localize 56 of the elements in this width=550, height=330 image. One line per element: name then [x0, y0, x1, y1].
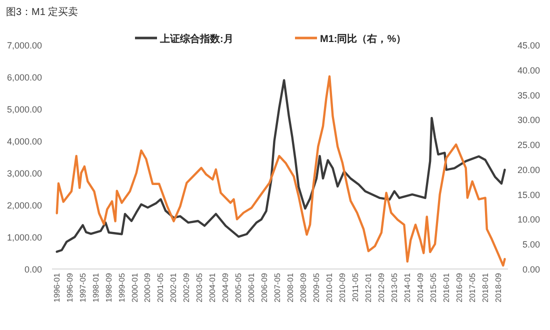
- x-tick: 1996-01: [52, 273, 62, 302]
- x-tick: 2004-01: [208, 273, 218, 302]
- y2-tick: 40.00: [517, 65, 540, 76]
- x-tick: 2004-09: [221, 273, 230, 302]
- x-tick: 2008-09: [299, 273, 308, 302]
- y2-tick: 20.00: [517, 164, 540, 175]
- x-tick: 2018-09: [494, 273, 503, 302]
- legend-label: M1:同比（右，%）: [320, 34, 406, 45]
- y2-tick: 25.00: [517, 140, 540, 150]
- x-tick: 2014-01: [402, 273, 412, 302]
- x-tick: 2013-05: [390, 273, 399, 302]
- legend-label: 上证综合指数:月: [160, 34, 234, 45]
- y-tick: 4,000.00: [6, 136, 42, 146]
- y2-tick: 35.00: [517, 90, 540, 100]
- x-tick: 2001-05: [156, 273, 166, 302]
- x-tick: 2011-05: [350, 273, 360, 302]
- x-tick: 2000-01: [130, 273, 140, 302]
- x-tick: 2014-09: [416, 273, 425, 302]
- y2-tick: 30.00: [517, 115, 540, 126]
- x-tick: 2010-01: [325, 273, 334, 302]
- x-tick: 1996-09: [65, 273, 74, 302]
- y-tick: 6,000.00: [6, 72, 42, 82]
- y-tick: 1,000.00: [6, 232, 42, 242]
- x-tick: 2010-09: [338, 273, 347, 302]
- y-tick: 7,000.00: [6, 40, 42, 50]
- y2-tick: 45.00: [517, 40, 540, 50]
- x-tick: 2018-01: [480, 273, 490, 302]
- y2-tick: 15.00: [517, 190, 540, 200]
- x-tick: 1999-05: [117, 273, 126, 302]
- x-tick: 2008-01: [286, 273, 296, 302]
- x-tick: 2012-09: [376, 273, 386, 302]
- x-tick: 2009-05: [312, 273, 321, 302]
- y-tick: 0.00: [24, 264, 42, 274]
- x-tick: 2012-01: [364, 273, 373, 302]
- x-tick: 2006-09: [260, 273, 270, 302]
- x-tick: 1997-05: [78, 273, 88, 302]
- y-tick: 3,000.00: [6, 168, 42, 178]
- x-tick: 1998-09: [104, 273, 114, 302]
- y-tick: 5,000.00: [6, 104, 42, 114]
- x-tick: 1998-01: [91, 273, 100, 302]
- x-tick: 2006-01: [247, 273, 256, 302]
- x-tick: 2005-05: [234, 273, 244, 302]
- x-tick: 2016-01: [442, 273, 451, 302]
- x-tick: 2000-09: [143, 273, 152, 302]
- x-tick: 2002-09: [182, 273, 192, 302]
- y2-tick: 0.00: [522, 264, 540, 274]
- title: 图3：M1 定买卖: [6, 7, 78, 18]
- x-tick: 2016-09: [454, 273, 464, 302]
- y2-tick: 5.00: [522, 240, 540, 250]
- x-tick: 2015-05: [428, 273, 438, 302]
- y2-tick: 10.00: [517, 214, 540, 225]
- x-tick: 2007-05: [273, 273, 282, 302]
- x-tick: 2017-05: [468, 273, 477, 302]
- x-tick: 2003-05: [195, 273, 204, 302]
- x-tick: 2002-01: [169, 273, 178, 302]
- y-tick: 2,000.00: [6, 200, 42, 210]
